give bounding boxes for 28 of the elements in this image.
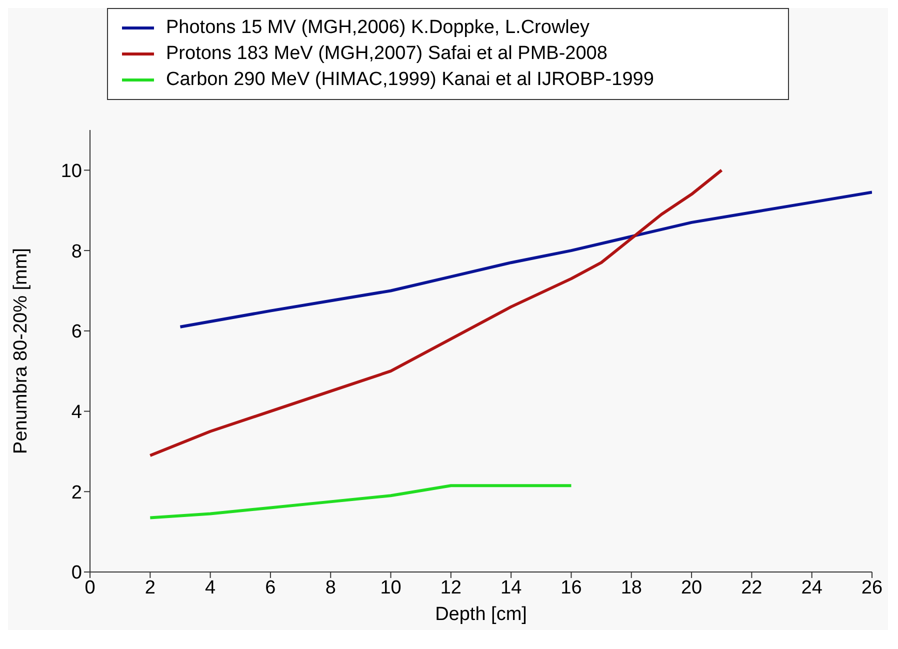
y-tick-label: 6 [71, 322, 82, 343]
x-tick-label: 18 [620, 577, 642, 598]
y-tick-label: 0 [71, 562, 82, 584]
legend-label: Protons 183 MeV (MGH,2007) Safai et al PMB-2008 [166, 43, 608, 65]
legend-label: Carbon 290 MeV (HIMAC,1999) Kanai et al IJROBP-1999 [166, 69, 654, 91]
x-tick-label: 16 [560, 577, 582, 598]
x-tick-label: 20 [680, 577, 702, 598]
line-series [178, 190, 872, 328]
line-series [148, 168, 724, 457]
x-tick-label: 10 [380, 577, 402, 598]
x-tick-label: 24 [801, 577, 823, 598]
x-tick-label: 22 [741, 577, 762, 598]
line-series [148, 484, 573, 520]
x-axis-title: Depth [cm] [435, 604, 527, 625]
x-tick-label: 6 [265, 577, 276, 598]
y-tick-label: 2 [71, 482, 82, 504]
x-tick-label: 26 [861, 577, 883, 598]
x-tick-label: 14 [500, 577, 522, 598]
x-tick-label: 2 [144, 577, 156, 598]
legend-label: Photons 15 MV (MGH,2006) K.Doppke, L.Crowley [166, 17, 590, 39]
x-tick-label: 8 [325, 577, 336, 598]
y-tick-label: 4 [71, 402, 82, 424]
x-tick-label: 12 [440, 577, 462, 598]
x-tick-label: 0 [84, 577, 96, 598]
y-tick-label: 8 [71, 241, 82, 262]
y-tick-label: 10 [60, 160, 82, 182]
y-axis-title: Penumbra 80-20% [mm] [10, 248, 32, 454]
x-tick-label: 4 [205, 577, 216, 598]
